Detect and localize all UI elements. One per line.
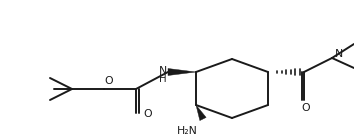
Polygon shape xyxy=(168,68,196,75)
Text: N: N xyxy=(335,49,343,59)
Text: N: N xyxy=(159,66,167,76)
Text: O: O xyxy=(143,109,152,119)
Polygon shape xyxy=(196,105,206,121)
Text: H: H xyxy=(159,74,167,84)
Text: O: O xyxy=(105,76,113,86)
Text: H₂N: H₂N xyxy=(177,126,198,136)
Text: O: O xyxy=(302,103,310,113)
